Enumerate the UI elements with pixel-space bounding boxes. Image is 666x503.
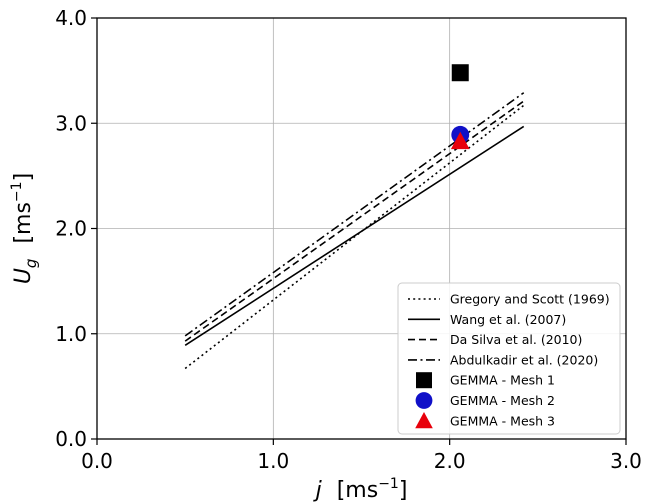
y-axis-label: Ug [ms−1]: [9, 173, 42, 284]
ticks: 0.0 1.0 2.0 3.0 0.0 1.0 2.0 3.0 4.0: [55, 6, 642, 473]
y-tick-label: 0.0: [55, 427, 87, 451]
y-tick-label: 2.0: [55, 217, 87, 241]
x-tick-label: 0.0: [81, 449, 113, 473]
legend-label: Wang et al. (2007): [450, 312, 566, 327]
x-axis-label: j [ms−1]: [313, 476, 408, 503]
legend-label: Da Silva et al. (2010): [450, 332, 582, 347]
legend-label: Gregory and Scott (1969): [450, 292, 610, 307]
points-layer: [450, 64, 470, 150]
point-marker-square: [451, 64, 469, 82]
y-tick-label: 4.0: [55, 6, 87, 30]
point-marker-circle: [415, 392, 433, 409]
series-line: [184, 104, 525, 370]
point-marker-triangle: [415, 412, 433, 429]
legend-label: GEMMA - Mesh 3: [450, 413, 555, 428]
x-tick-label: 3.0: [610, 449, 642, 473]
x-tick-label: 2.0: [434, 449, 466, 473]
series-line: [184, 125, 525, 346]
legend-label: GEMMA - Mesh 1: [450, 373, 555, 388]
legend-box: [397, 282, 621, 435]
y-tick-label: 3.0: [55, 111, 87, 135]
x-tick-label: 1.0: [257, 449, 289, 473]
point-marker-triangle: [450, 131, 470, 150]
point-marker-square: [416, 372, 432, 389]
legend-label: Abdulkadir et al. (2020): [450, 352, 598, 367]
series-line: [184, 100, 525, 342]
y-tick-label: 1.0: [55, 322, 87, 346]
legend: Gregory and Scott (1969) Wang et al. (200…: [397, 282, 621, 435]
legend-label: GEMMA - Mesh 2: [450, 393, 555, 408]
